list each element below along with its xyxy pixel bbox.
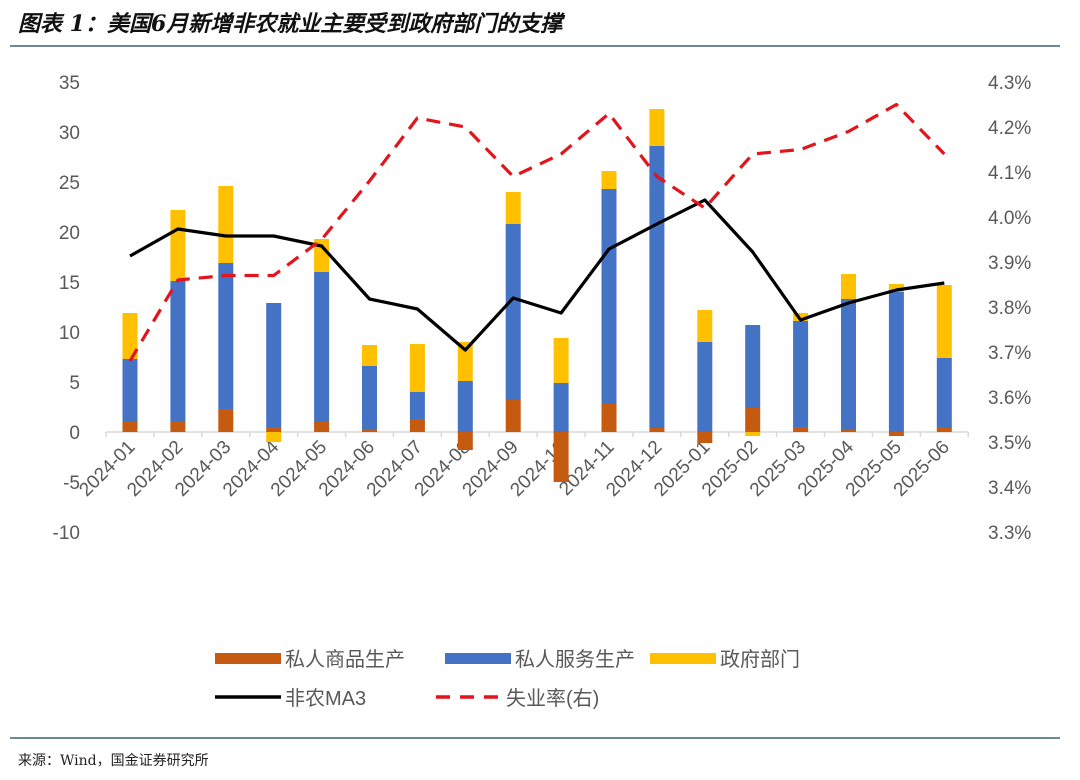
bar-政府部门 — [505, 192, 521, 224]
legend-label: 私人服务生产 — [515, 648, 635, 671]
y-tick-label: 15 — [59, 273, 80, 294]
y-tick-label: -10 — [53, 523, 80, 544]
bar-政府部门 — [793, 313, 809, 321]
source-note: 来源：Wind，国金证券研究所 — [18, 753, 209, 769]
bar-政府部门 — [314, 239, 330, 272]
bar-私人服务生产 — [745, 325, 761, 408]
y-tick-label: 20 — [59, 223, 80, 244]
bar-政府部门 — [649, 109, 665, 146]
bar-私人服务生产 — [697, 342, 713, 432]
bar-私人商品生产 — [218, 409, 234, 432]
bar-政府部门 — [697, 310, 713, 342]
title-divider — [10, 45, 1060, 47]
bar-政府部门 — [266, 432, 282, 442]
y2-tick-label: 3.5% — [988, 433, 1031, 454]
bar-政府部门 — [601, 171, 617, 189]
y2-tick-label: 4.2% — [988, 118, 1031, 139]
legend-label: 非农MA3 — [285, 687, 366, 710]
bar-私人服务生产 — [505, 224, 521, 400]
legend-swatch — [215, 653, 281, 664]
bar-私人服务生产 — [553, 383, 569, 432]
bar-私人服务生产 — [122, 359, 138, 422]
bar-私人商品生产 — [936, 427, 952, 432]
bar-政府部门 — [888, 284, 904, 292]
bar-私人商品生产 — [170, 421, 186, 432]
bar-私人商品生产 — [649, 428, 665, 432]
bar-私人商品生产 — [697, 432, 713, 443]
y-tick-label: 30 — [59, 123, 80, 144]
bar-私人商品生产 — [745, 408, 761, 432]
bar-私人商品生产 — [841, 430, 856, 432]
y2-tick-label: 4.3% — [988, 73, 1031, 94]
y-tick-label: -5 — [63, 473, 80, 494]
bar-政府部门 — [170, 210, 186, 281]
bar-私人商品生产 — [362, 429, 377, 432]
bar-私人商品生产 — [266, 427, 282, 432]
bar-私人服务生产 — [649, 146, 665, 428]
legend-label: 失业率(右) — [506, 687, 599, 710]
bar-政府部门 — [409, 344, 425, 392]
y-tick-label: 5 — [69, 373, 80, 394]
bar-私人服务生产 — [266, 303, 282, 427]
y2-tick-label: 3.7% — [988, 343, 1031, 364]
bar-政府部门 — [841, 274, 856, 299]
y-tick-label: 0 — [69, 423, 80, 444]
bar-政府部门 — [936, 285, 952, 358]
bar-私人商品生产 — [793, 427, 809, 432]
y-tick-label: 25 — [59, 173, 80, 194]
legend-label: 私人商品生产 — [285, 648, 405, 671]
line-失业率(右) — [128, 102, 946, 362]
bar-私人服务生产 — [936, 358, 952, 427]
bar-私人商品生产 — [553, 432, 569, 482]
y2-tick-label: 3.4% — [988, 478, 1031, 499]
source-divider — [10, 737, 1060, 739]
bar-私人服务生产 — [793, 321, 809, 427]
bar-政府部门 — [457, 342, 473, 381]
y2-tick-label: 3.8% — [988, 298, 1031, 319]
bar-私人服务生产 — [314, 272, 330, 422]
bar-私人商品生产 — [314, 422, 330, 432]
bar-私人服务生产 — [457, 381, 473, 432]
bar-私人商品生产 — [888, 432, 904, 436]
y-tick-label: 35 — [59, 73, 80, 94]
legend-label: 政府部门 — [720, 648, 800, 671]
bar-政府部门 — [122, 313, 138, 359]
bar-私人服务生产 — [601, 189, 617, 404]
figure-title: 图表 1：美国6月新增非农就业主要受到政府部门的支撑 — [18, 11, 563, 37]
bar-私人商品生产 — [457, 432, 473, 450]
y2-tick-label: 3.6% — [988, 388, 1031, 409]
bar-私人商品生产 — [601, 404, 617, 432]
bar-私人服务生产 — [409, 392, 425, 419]
bar-政府部门 — [745, 432, 761, 436]
bar-私人商品生产 — [122, 422, 138, 432]
y2-tick-label: 3.9% — [988, 253, 1031, 274]
y-tick-label: 10 — [59, 323, 80, 344]
bar-政府部门 — [553, 338, 569, 383]
bar-私人服务生产 — [218, 263, 234, 409]
y2-tick-label: 4.0% — [988, 208, 1031, 229]
bar-私人商品生产 — [409, 419, 425, 432]
bar-私人商品生产 — [505, 400, 521, 432]
bar-政府部门 — [218, 186, 234, 263]
bar-私人服务生产 — [888, 292, 904, 432]
y2-tick-label: 4.1% — [988, 163, 1031, 184]
line-非农MA3 — [129, 198, 945, 352]
y2-tick-label: 3.3% — [988, 523, 1031, 544]
legend-swatch — [445, 653, 511, 664]
legend-swatch — [650, 653, 716, 664]
bar-私人服务生产 — [841, 299, 856, 430]
bar-政府部门 — [362, 345, 377, 366]
bar-私人服务生产 — [362, 366, 377, 429]
bar-私人服务生产 — [170, 281, 186, 421]
